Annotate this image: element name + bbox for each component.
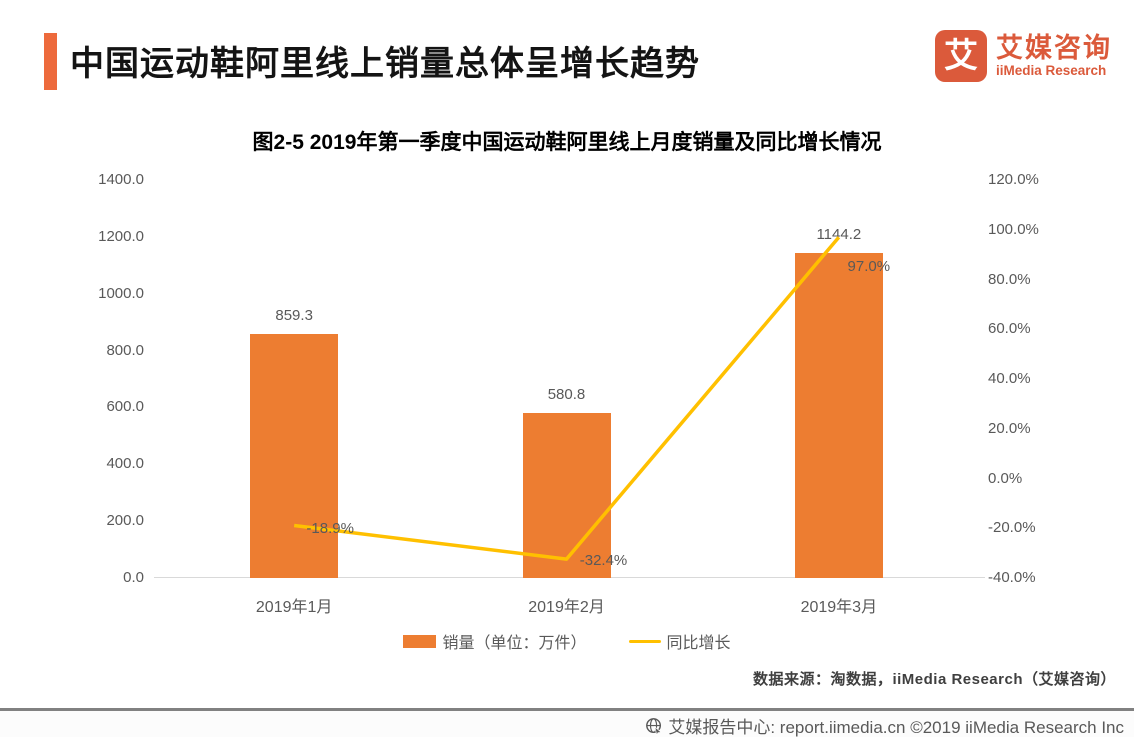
x-axis-category-label: 2019年2月 bbox=[528, 599, 605, 616]
brand-logo: 艾 艾媒咨询 iiMedia Research bbox=[935, 30, 1112, 82]
bar-value-label: 859.3 bbox=[275, 306, 313, 324]
right-axis-tick-label: 40.0% bbox=[988, 370, 1031, 387]
brand-name-cn: 艾媒咨询 bbox=[996, 33, 1112, 63]
right-axis-tick-label: 0.0% bbox=[988, 469, 1023, 487]
legend-item-growth: 同比增长 bbox=[628, 629, 731, 653]
bar-value-label: 580.8 bbox=[547, 385, 586, 403]
legend-item-sales: 销量（单位：万件） bbox=[403, 629, 587, 653]
left-axis-tick-label: 1000.0 bbox=[98, 284, 144, 302]
brand-logo-icon: 艾 bbox=[935, 30, 987, 82]
sales-bar bbox=[250, 333, 339, 578]
right-axis-tick-label: -40.0% bbox=[988, 569, 1036, 586]
footer-credit: 艾媒报告中心: report.iimedia.cn ©2019 iiMedia … bbox=[645, 713, 1124, 737]
bar-series-swatch-icon bbox=[403, 634, 437, 648]
left-axis-tick-label: 800.0 bbox=[106, 341, 144, 359]
left-axis-tick-label: 600.0 bbox=[106, 398, 144, 416]
right-axis-tick-label: 100.0% bbox=[988, 220, 1039, 238]
footer-divider bbox=[0, 708, 1134, 711]
left-axis-tick-label: 0.0 bbox=[123, 569, 144, 586]
legend-label-growth: 同比增长 bbox=[666, 635, 731, 652]
x-axis-category-label: 2019年1月 bbox=[255, 599, 333, 616]
legend-label-sales: 销量（单位：万件） bbox=[442, 635, 587, 652]
data-source-note: 数据来源：淘数据，iiMedia Research（艾媒咨询） bbox=[752, 671, 1116, 688]
left-axis-tick-label: 1200.0 bbox=[98, 227, 144, 245]
brand-name-en: iiMedia Research bbox=[996, 63, 1107, 78]
page-title: 中国运动鞋阿里线上销量总体呈增长趋势 bbox=[70, 45, 700, 83]
footer-band bbox=[0, 711, 1134, 737]
line-value-label: 97.0% bbox=[847, 258, 891, 276]
right-axis-tick-label: 80.0% bbox=[988, 270, 1031, 288]
right-axis-tick-label: 60.0% bbox=[988, 320, 1031, 338]
chart-legend: 销量（单位：万件） 同比增长 bbox=[0, 629, 1134, 653]
left-axis-tick-label: 1400.0 bbox=[98, 171, 144, 188]
line-value-label: -32.4% bbox=[579, 552, 628, 570]
line-value-label: -18.9% bbox=[306, 519, 354, 537]
globe-icon bbox=[646, 717, 663, 735]
sales-bar bbox=[794, 252, 883, 578]
right-axis-tick-label: 20.0% bbox=[988, 419, 1031, 437]
line-series-swatch-icon bbox=[628, 639, 661, 643]
left-axis-tick-label: 400.0 bbox=[106, 455, 144, 473]
footer-credit-text: 艾媒报告中心: report.iimedia.cn ©2019 iiMedia … bbox=[668, 718, 1124, 737]
chart-title: 图2-5 2019年第一季度中国运动鞋阿里线上月度销量及同比增长情况 bbox=[252, 131, 882, 154]
right-axis-tick-label: 120.0% bbox=[988, 171, 1039, 188]
bar-value-label: 1144.2 bbox=[816, 225, 862, 243]
right-axis-tick-label: -20.0% bbox=[988, 519, 1036, 537]
x-axis-category-label: 2019年3月 bbox=[800, 599, 878, 616]
left-axis-tick-label: 200.0 bbox=[106, 512, 144, 530]
brand-logo-text: 艾媒咨询 iiMedia Research bbox=[996, 33, 1112, 79]
title-accent-bar bbox=[44, 33, 57, 90]
